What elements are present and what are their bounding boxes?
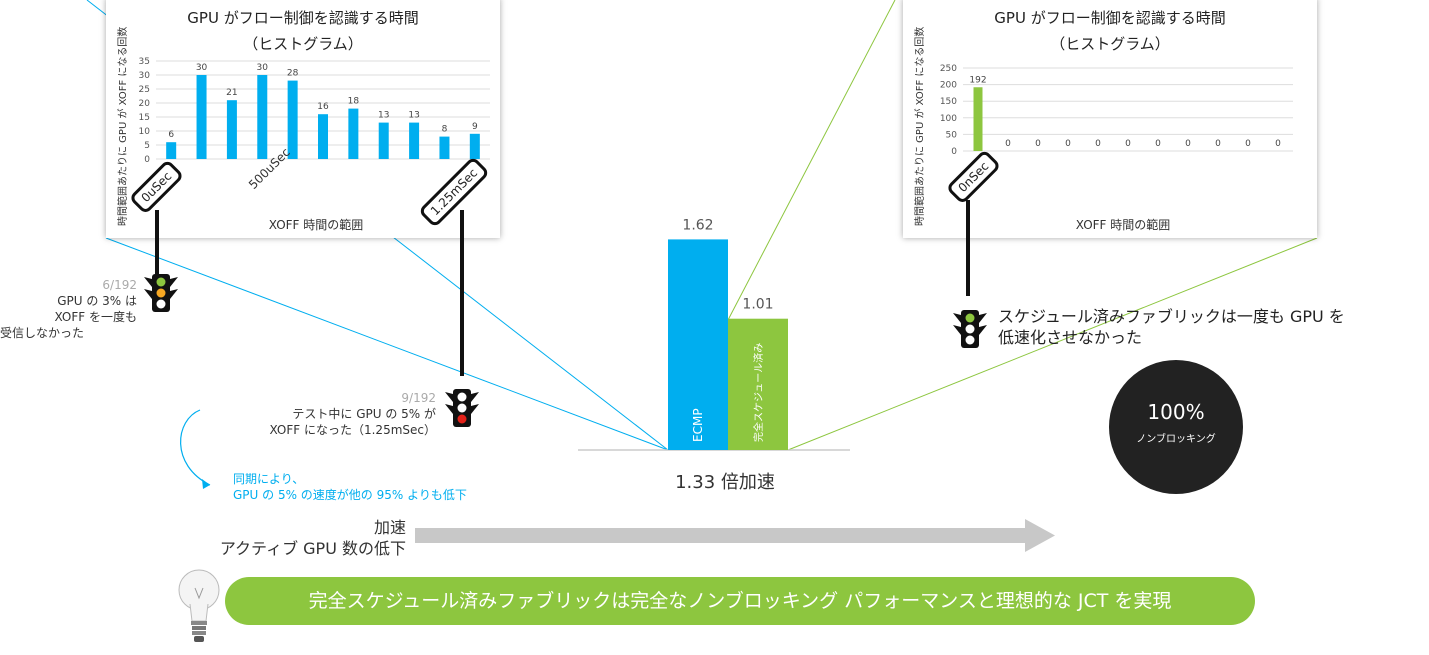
mid-note-fraction: 9/192 xyxy=(401,391,436,405)
center-category-label: 完全スケジュール済み xyxy=(752,343,765,442)
right-note: スケジュール済みファブリックは一度も GPU を 低速化させなかった xyxy=(998,306,1345,348)
traffic-light-icon-red xyxy=(445,389,479,427)
left-bar-value-label: 13 xyxy=(378,111,389,121)
traffic-light-icon-green-left xyxy=(144,274,178,312)
nonblocking-badge: 100% ノンブロッキング xyxy=(1109,360,1243,494)
left-y-tick-label: 15 xyxy=(139,113,150,123)
mid-note-line2: XOFF になった（1.25mSec） xyxy=(269,423,436,437)
left-bar-value-label: 13 xyxy=(408,111,419,121)
progress-arrow xyxy=(415,519,1055,552)
right-y-tick-label: 250 xyxy=(940,64,957,74)
speedup-label: 1.33 倍加速 xyxy=(675,472,775,493)
left-bar-value-label: 18 xyxy=(348,97,360,107)
left-bar-value-label: 30 xyxy=(196,63,208,73)
right-bar-value-label: 0 xyxy=(1155,139,1161,149)
left-tag-stem-start xyxy=(155,210,159,278)
traffic-light-icon-green-right xyxy=(953,310,987,348)
left-bar-value-label: 8 xyxy=(442,125,448,135)
center-bar-value-label: 1.62 xyxy=(682,217,713,233)
left-y-tick-label: 30 xyxy=(139,71,151,81)
left-bar-value-label: 16 xyxy=(317,102,329,112)
sync-note-line2: GPU の 5% の速度が他の 95% よりも低下 xyxy=(233,488,467,502)
left-bar xyxy=(378,122,389,159)
right-bar-value-label: 0 xyxy=(1065,139,1071,149)
lightbulb-icon xyxy=(178,569,220,642)
right-bar xyxy=(973,87,983,151)
left-y-tick-label: 20 xyxy=(139,99,151,109)
left-bar xyxy=(287,80,298,159)
arrow-label-line1: 加速 xyxy=(373,518,406,537)
left-note-line2: XOFF を一度も xyxy=(54,310,137,324)
left-y-tick-label: 35 xyxy=(139,57,150,67)
right-y-tick-label: 0 xyxy=(951,147,957,157)
right-note-line2: 低速化させなかった xyxy=(998,328,1143,347)
right-bar-value-label: 192 xyxy=(969,75,986,85)
right-histogram-chart: 0 50 100 150 200 250 192 0 0 0 0 0 0 0 0 0 0 xyxy=(940,64,1293,157)
left-chart-title-line1: GPU がフロー制御を認識する時間 xyxy=(187,9,419,27)
right-bar-value-label: 0 xyxy=(1095,139,1101,149)
right-tag-stem xyxy=(966,200,970,296)
nonblocking-percent: 100% xyxy=(1147,400,1205,424)
left-bar xyxy=(409,122,420,159)
left-bar-value-label: 30 xyxy=(257,63,269,73)
left-bar xyxy=(469,133,480,159)
left-bar xyxy=(439,136,450,159)
left-bar xyxy=(348,108,359,159)
left-x-axis-label: XOFF 時間の範囲 xyxy=(268,218,364,232)
left-y-tick-label: 10 xyxy=(139,127,151,137)
right-bar-value-label: 0 xyxy=(1245,139,1251,149)
left-note-fraction: 6/192 xyxy=(102,278,137,292)
left-bar xyxy=(196,75,207,159)
right-bar-value-label: 0 xyxy=(1275,139,1281,149)
left-bar-value-label: 21 xyxy=(226,88,237,98)
center-bar xyxy=(728,318,788,450)
mid-note-line1: テスト中に GPU の 5% が xyxy=(292,407,436,421)
right-y-tick-label: 100 xyxy=(940,114,957,124)
left-histogram-chart: 0 5 10 15 20 25 30 35 6 30 21 30 28 16 18 13 13 8 9 xyxy=(139,57,490,165)
left-chart-title-line2: （ヒストグラム） xyxy=(243,35,363,53)
left-bar xyxy=(226,100,237,159)
sync-curved-arrow xyxy=(180,409,211,489)
right-y-tick-label: 150 xyxy=(940,97,957,107)
right-chart-title-line1: GPU がフロー制御を認識する時間 xyxy=(994,9,1226,27)
left-note-line3: 受信しなかった xyxy=(0,326,85,340)
left-bar xyxy=(257,75,268,159)
right-bar-value-label: 0 xyxy=(1185,139,1191,149)
nonblocking-label: ノンブロッキング xyxy=(1136,434,1216,445)
center-bar-value-label: 1.01 xyxy=(742,297,773,313)
left-histogram-panel: GPU がフロー制御を認識する時間 （ヒストグラム） 時間範囲あたりに GPU … xyxy=(106,0,500,238)
center-bar xyxy=(668,239,728,450)
right-chart-title-line2: （ヒストグラム） xyxy=(1050,35,1170,53)
conclusion-banner: 完全スケジュール済みファブリックは完全なノンブロッキング パフォーマンスと理想的… xyxy=(225,577,1255,625)
mid-note: 9/192 テスト中に GPU の 5% が XOFF になった（1.25mSe… xyxy=(200,390,436,438)
right-y-tick-label: 200 xyxy=(940,81,957,91)
right-bar-value-label: 0 xyxy=(1035,139,1041,149)
left-bar-value-label: 9 xyxy=(472,122,478,132)
right-histogram-panel: GPU がフロー制御を認識する時間 （ヒストグラム） 時間範囲あたりに GPU … xyxy=(903,0,1317,238)
left-y-tick-label: 0 xyxy=(144,155,150,165)
right-bar-value-label: 0 xyxy=(1125,139,1131,149)
left-tag-stem-end xyxy=(460,210,464,376)
left-bar-value-label: 6 xyxy=(168,130,174,140)
right-note-line1: スケジュール済みファブリックは一度も GPU を xyxy=(998,307,1345,326)
sync-note-line1: 同期により、 xyxy=(233,472,305,486)
right-x-axis-label: XOFF 時間の範囲 xyxy=(1075,218,1171,232)
left-y-tick-label: 5 xyxy=(144,141,150,151)
right-bar-value-label: 0 xyxy=(1005,139,1011,149)
left-note-line1: GPU の 3% は xyxy=(57,294,137,308)
left-bar-value-label: 28 xyxy=(287,69,299,79)
sync-note: 同期により、 GPU の 5% の速度が他の 95% よりも低下 xyxy=(233,471,467,503)
left-y-tick-label: 25 xyxy=(139,85,150,95)
arrow-label-line2: アクティブ GPU 数の低下 xyxy=(219,539,406,558)
right-y-tick-label: 50 xyxy=(946,130,958,140)
left-bar xyxy=(166,142,177,159)
right-bar-value-label: 0 xyxy=(1215,139,1221,149)
center-bar-chart: 1.62 ECMP 1.01 完全スケジュール済み xyxy=(578,217,850,451)
center-category-label: ECMP xyxy=(691,408,705,442)
arrow-label: 加速 アクティブ GPU 数の低下 xyxy=(160,517,406,559)
left-bar xyxy=(318,114,328,159)
left-note: 6/192 GPU の 3% は XOFF を一度も 受信しなかった xyxy=(0,277,137,341)
